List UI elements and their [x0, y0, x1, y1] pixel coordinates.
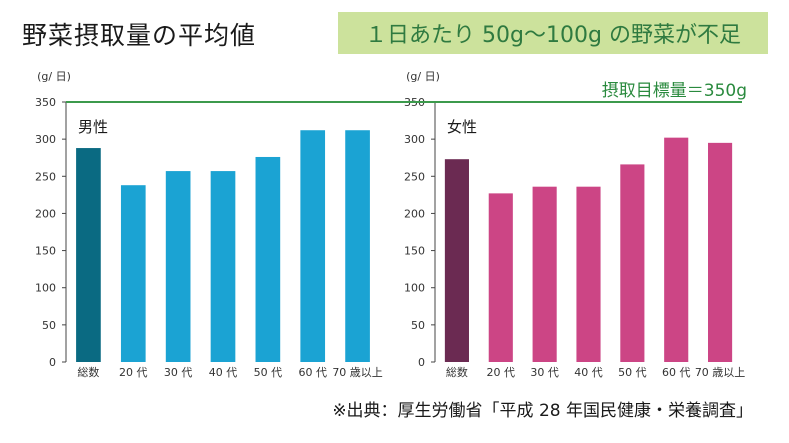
female-bar [664, 137, 689, 362]
male-bar [76, 148, 101, 362]
female-bar [708, 142, 733, 362]
male-category-label: 40 代 [209, 366, 238, 379]
female-tick-label: 50 [411, 319, 425, 332]
male-tick-label: 350 [35, 96, 56, 109]
female-tick-label: 250 [404, 170, 425, 183]
male-category-label: 70 歳以上 [332, 366, 383, 379]
source-note: ※出典：厚生労働省「平成 28 年国民健康・栄養調査」 [332, 401, 753, 421]
male-bar [255, 156, 281, 362]
female-tick-label: 300 [404, 133, 425, 146]
female-category-label: 70 歳以上 [695, 366, 746, 379]
male-category-label: 20 代 [119, 366, 148, 379]
female-category-label: 30 代 [530, 366, 559, 379]
target-intake-label: 摂取目標量＝350g [601, 81, 747, 101]
female-bar [576, 186, 601, 362]
female-bar [620, 164, 645, 362]
female-tick-label: 100 [404, 282, 425, 295]
male-tick-label: 200 [35, 207, 56, 220]
male-tick-label: 150 [35, 245, 56, 258]
male-tick-label: 100 [35, 282, 56, 295]
male-y-unit: (g/ 日) [37, 70, 71, 83]
male-bar [165, 171, 191, 362]
female-bar [444, 159, 469, 362]
female-category-label: 40 代 [574, 366, 603, 379]
female-bar [532, 186, 557, 362]
male-bar [345, 130, 370, 362]
male-tick-label: 300 [35, 133, 56, 146]
female-category-label: 50 代 [618, 366, 647, 379]
male-tick-label: 0 [49, 356, 56, 369]
female-bar [488, 193, 513, 362]
male-bar [210, 171, 236, 362]
male-tick-label: 250 [35, 170, 56, 183]
female-panel-label: 女性 [447, 118, 477, 136]
female-tick-label: 0 [418, 356, 425, 369]
female-category-label: 60 代 [662, 366, 691, 379]
female-tick-label: 150 [404, 245, 425, 258]
female-tick-label: 200 [404, 207, 425, 220]
male-bar [120, 185, 146, 362]
female-category-label: 総数 [446, 365, 468, 379]
page-title: 野菜摂取量の平均値 [22, 21, 257, 50]
male-category-label: 60 代 [298, 366, 327, 379]
male-panel-label: 男性 [78, 118, 108, 136]
male-category-label: 総数 [77, 365, 99, 379]
female-category-label: 20 代 [487, 366, 516, 379]
male-bar [300, 130, 326, 362]
male-category-label: 30 代 [164, 366, 193, 379]
male-category-label: 50 代 [254, 366, 283, 379]
male-tick-label: 50 [42, 319, 56, 332]
female-y-unit: (g/ 日) [406, 70, 440, 83]
deficit-banner: １日あたり 50g〜100g の野菜が不足 [338, 12, 768, 54]
